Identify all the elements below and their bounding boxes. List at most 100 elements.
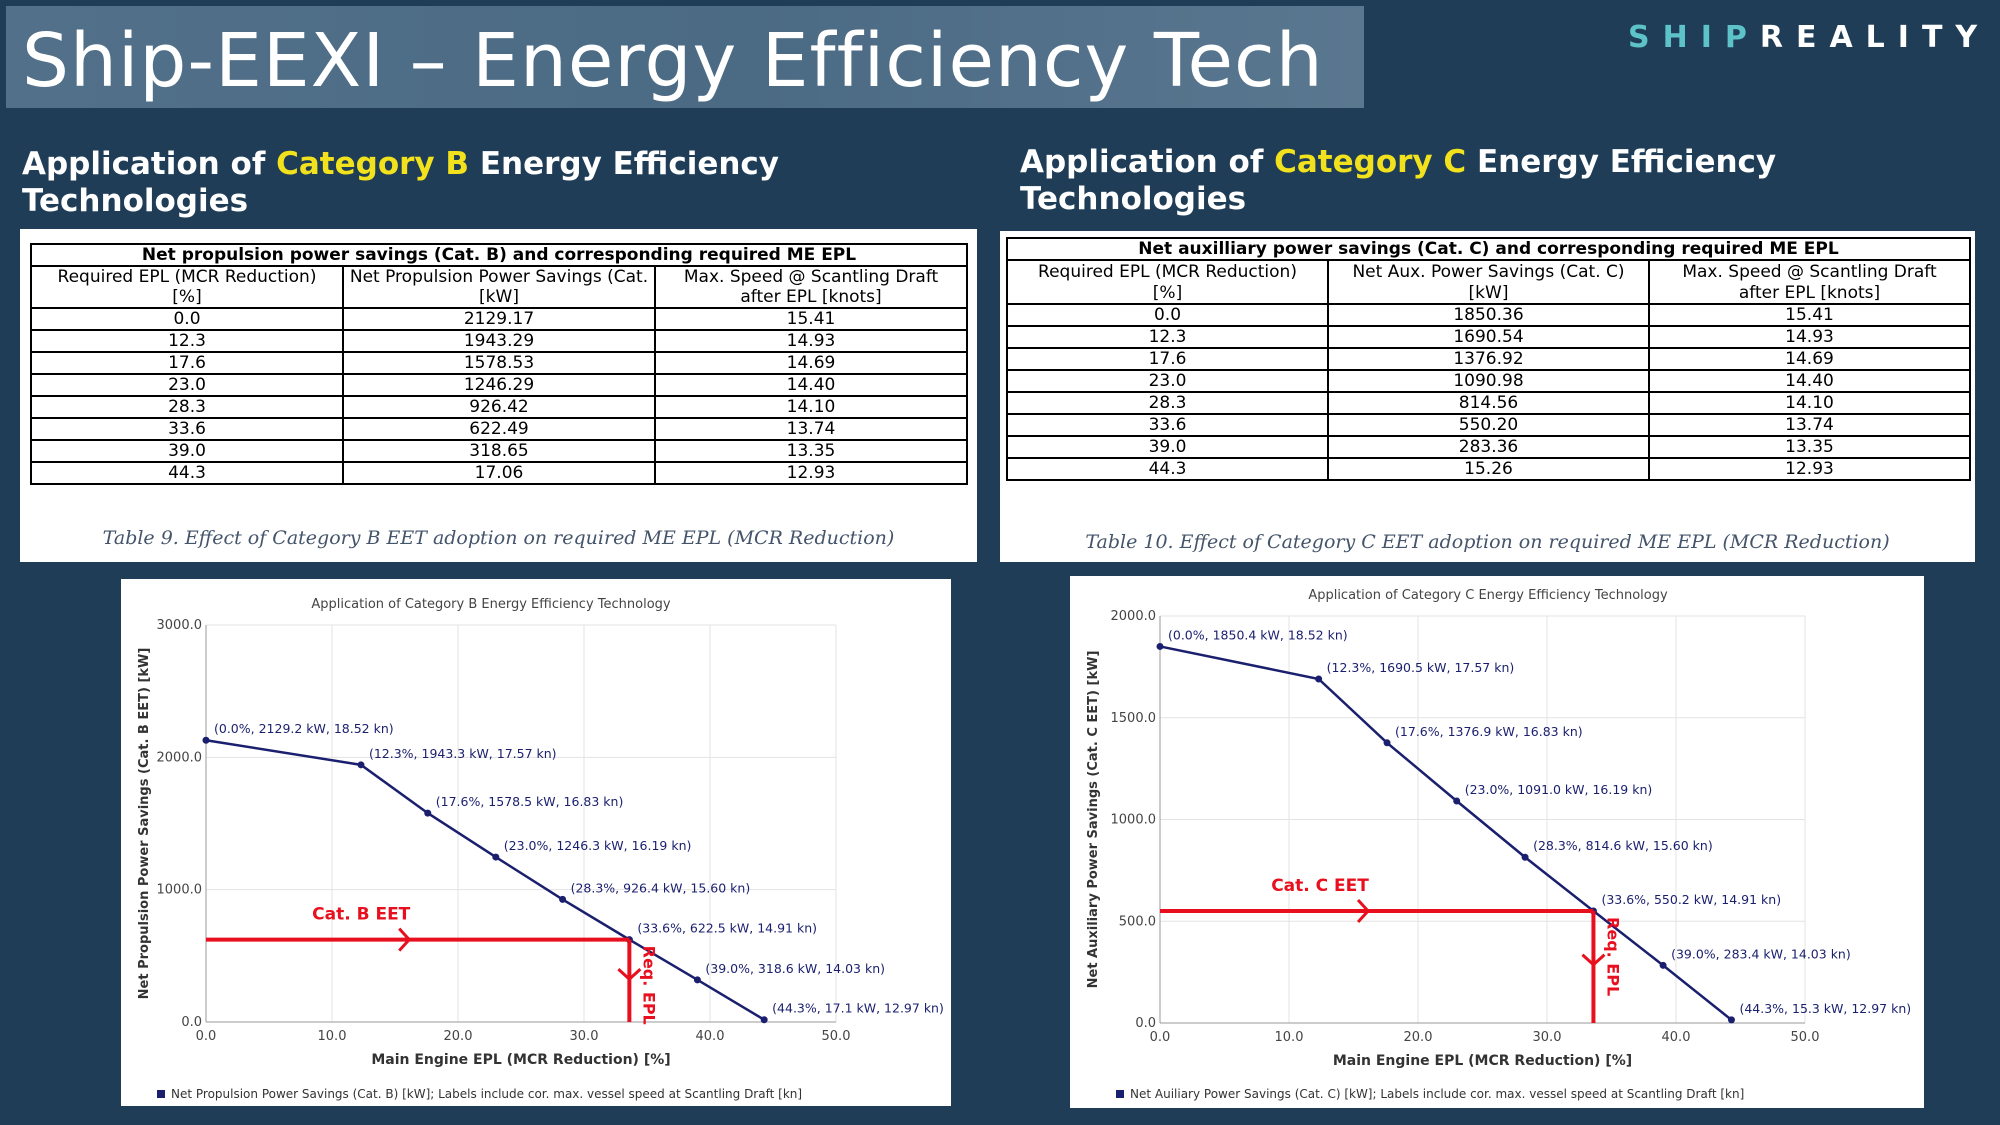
x-tick-label: 30.0 <box>1533 1030 1562 1045</box>
x-tick-label: 40.0 <box>696 1029 725 1044</box>
legend-label: Net Auiliary Power Savings (Cat. C) [kW]… <box>1130 1087 1744 1101</box>
chart-b: Application of Category B Energy Efficie… <box>137 597 944 1101</box>
data-label: (28.3%, 926.4 kW, 15.60 kn) <box>571 880 751 895</box>
table-b-cell-2-1: 1578.53 <box>342 351 656 375</box>
table-c-cell-4-2: 14.10 <box>1648 391 1971 415</box>
table-c-cell-7-2: 12.93 <box>1648 457 1971 481</box>
table-c-header-row-2: [%] [kW] after EPL [knots] <box>1006 282 1971 305</box>
table-row: 44.3 15.26 12.93 <box>1006 457 1971 481</box>
table-b-cell-7-0: 44.3 <box>30 461 344 485</box>
table-b-cell-0-2: 15.41 <box>653 307 969 331</box>
section-b-heading-line2: Technologies <box>22 183 249 219</box>
table-c-cell-6-2: 13.35 <box>1648 435 1971 459</box>
legend-marker <box>1116 1090 1124 1098</box>
table-c-cell-4-1: 814.56 <box>1327 391 1650 415</box>
table-b-caption: Net propulsion power savings (Cat. B) an… <box>29 243 969 267</box>
table-c-header-1: Net Aux. Power Savings (Cat. C) <box>1327 259 1650 282</box>
table-c-caption-row: Net auxilliary power savings (Cat. C) an… <box>1006 237 1971 261</box>
table-c-cell-3-2: 14.40 <box>1648 369 1971 393</box>
table-c-unit-0: [%] <box>1006 282 1329 305</box>
section-b-heading-pre: Application of <box>22 146 277 182</box>
table-row: 28.3 926.42 14.10 <box>30 395 969 419</box>
data-point <box>1521 853 1529 861</box>
data-point <box>1453 797 1461 805</box>
table-b-header-row-1: Required EPL (MCR Reduction) Net Propulsi… <box>30 265 969 287</box>
table-row: 12.3 1690.54 14.93 <box>1006 325 1971 349</box>
table-c-header-2: Max. Speed @ Scantling Draft <box>1648 259 1971 282</box>
x-tick-label: 40.0 <box>1662 1030 1691 1045</box>
table-b-cell-7-2: 12.93 <box>653 461 969 485</box>
table-b-header-1: Net Propulsion Power Savings (Cat. <box>342 265 656 287</box>
table-b-cell-1-2: 14.93 <box>653 329 969 353</box>
data-point <box>1727 1016 1735 1024</box>
y-axis-label: Net Propulsion Power Savings (Cat. B EET… <box>137 648 152 1000</box>
table-b-cell-5-2: 13.74 <box>653 417 969 441</box>
data-point <box>202 736 210 744</box>
y-axis-label: Net Auxiliary Power Savings (Cat. C EET)… <box>1086 651 1101 989</box>
eet-arrow-head <box>398 927 412 952</box>
table-b-unit-2: after EPL [knots] <box>653 287 969 309</box>
table-b-cell-7-1: 17.06 <box>342 461 656 485</box>
table-b: Net propulsion power savings (Cat. B) an… <box>29 243 969 485</box>
eet-arrow-label: Cat. C EET <box>1271 876 1369 896</box>
table-c-cell-7-0: 44.3 <box>1006 457 1329 481</box>
y-tick-label: 500.0 <box>1119 914 1156 929</box>
table-row: 23.0 1090.98 14.40 <box>1006 369 1971 393</box>
table-b-cell-6-0: 39.0 <box>30 439 344 463</box>
table-row: 28.3 814.56 14.10 <box>1006 391 1971 415</box>
table-c-cell-3-1: 1090.98 <box>1327 369 1650 393</box>
x-tick-label: 20.0 <box>444 1029 473 1044</box>
y-tick-label: 1000.0 <box>1111 813 1157 828</box>
eet-arrow-head <box>1356 899 1371 924</box>
table-b-cell-3-0: 23.0 <box>30 373 344 397</box>
data-label: (0.0%, 2129.2 kW, 18.52 kn) <box>214 721 394 736</box>
data-label: (23.0%, 1091.0 kW, 16.19 kn) <box>1465 782 1653 797</box>
table-c-header-0: Required EPL (MCR Reduction) <box>1006 259 1329 282</box>
data-point <box>492 853 500 861</box>
table-c-cell-0-2: 15.41 <box>1648 303 1971 327</box>
data-label: (0.0%, 1850.4 kW, 18.52 kn) <box>1168 627 1348 642</box>
table-b-cell-4-0: 28.3 <box>30 395 344 419</box>
table-b-cell-1-0: 12.3 <box>30 329 344 353</box>
table-row: 44.3 17.06 12.93 <box>30 461 969 485</box>
table-b-cell-4-1: 926.42 <box>342 395 656 419</box>
table-c-panel: Net auxilliary power savings (Cat. C) an… <box>1000 231 1975 562</box>
table-c: Net auxilliary power savings (Cat. C) an… <box>1006 237 1971 481</box>
shipreality-logo: SHIPREALITY <box>1628 20 1990 55</box>
table-b-header-0: Required EPL (MCR Reduction) <box>30 265 344 287</box>
table-b-cell-4-2: 14.10 <box>653 395 969 419</box>
table-c-unit-2: after EPL [knots] <box>1648 282 1971 305</box>
section-b-heading-highlight: Category B <box>276 146 470 182</box>
data-point <box>559 895 567 903</box>
y-tick-label: 0.0 <box>1135 1016 1156 1031</box>
table-b-caption-row: Net propulsion power savings (Cat. B) an… <box>29 243 969 267</box>
chart-b-panel: Application of Category B Energy Efficie… <box>121 579 951 1106</box>
section-c-heading-pre: Application of <box>1020 144 1275 180</box>
data-label: (39.0%, 318.6 kW, 14.03 kn) <box>705 961 885 976</box>
table-c-header-row-1: Required EPL (MCR Reduction) Net Aux. Pow… <box>1006 259 1971 282</box>
data-label: (17.6%, 1376.9 kW, 16.83 kn) <box>1395 724 1583 739</box>
section-b-heading: Application of Category B Energy Efficie… <box>22 146 982 220</box>
table-b-panel: Net propulsion power savings (Cat. B) an… <box>20 229 977 562</box>
table-b-unit-1: [kW] <box>342 287 656 309</box>
table-b-cell-6-1: 318.65 <box>342 439 656 463</box>
data-point <box>1383 739 1391 747</box>
table-b-unit-0: [%] <box>30 287 344 309</box>
table-c-cell-2-1: 1376.92 <box>1327 347 1650 371</box>
table-c-cell-5-2: 13.74 <box>1648 413 1971 437</box>
data-point <box>1315 675 1323 683</box>
data-point <box>693 976 701 984</box>
x-tick-label: 10.0 <box>318 1029 347 1044</box>
table-c-cell-2-2: 14.69 <box>1648 347 1971 371</box>
x-tick-label: 30.0 <box>570 1029 599 1044</box>
data-label: (33.6%, 622.5 kW, 14.91 kn) <box>637 921 817 936</box>
data-point <box>760 1016 768 1024</box>
table-row: 0.0 1850.36 15.41 <box>1006 303 1971 327</box>
table-b-header-2: Max. Speed @ Scantling Draft <box>653 265 969 287</box>
data-point <box>357 761 365 769</box>
req-epl-label: Req. EPL <box>1603 917 1622 996</box>
table-b-cell-0-1: 2129.17 <box>342 307 656 331</box>
chart-title: Application of Category C Energy Efficie… <box>1308 588 1668 603</box>
table-c-cell-1-0: 12.3 <box>1006 325 1329 349</box>
x-tick-label: 50.0 <box>1791 1030 1820 1045</box>
